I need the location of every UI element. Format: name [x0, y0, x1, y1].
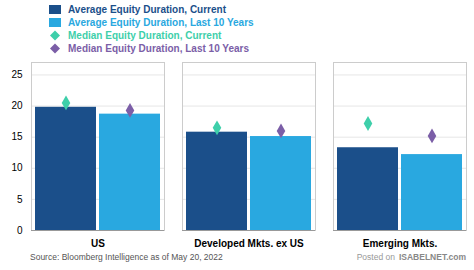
svg-text:Developed Mkts. ex US: Developed Mkts. ex US	[194, 238, 304, 249]
svg-text:Emerging Mkts.: Emerging Mkts.	[363, 238, 438, 249]
html-text:Average Equity Duration, Curre: Average Equity Duration, Current	[68, 4, 226, 15]
svg-text:10: 10	[11, 162, 23, 173]
html-text:Source: Bloomberg Intelligence: Source: Bloomberg Intelligence as of May…	[30, 252, 223, 262]
svg-text:0: 0	[17, 225, 23, 236]
html-text:Average Equity Duration, Last: Average Equity Duration, Last 10 Years	[68, 17, 254, 28]
svg-text:25: 25	[11, 69, 23, 80]
svg-text:US: US	[91, 238, 105, 249]
html-text:Posted on ISABELNET.com: Posted on ISABELNET.com	[356, 252, 466, 262]
svg-text:15: 15	[11, 131, 23, 142]
svg-text:5: 5	[17, 194, 23, 205]
svg-text:20: 20	[11, 100, 23, 111]
html-text:Median Equity Duration, Curren: Median Equity Duration, Current	[68, 30, 222, 41]
html-text:Median Equity Duration, Last 1: Median Equity Duration, Last 10 Years	[68, 43, 249, 54]
